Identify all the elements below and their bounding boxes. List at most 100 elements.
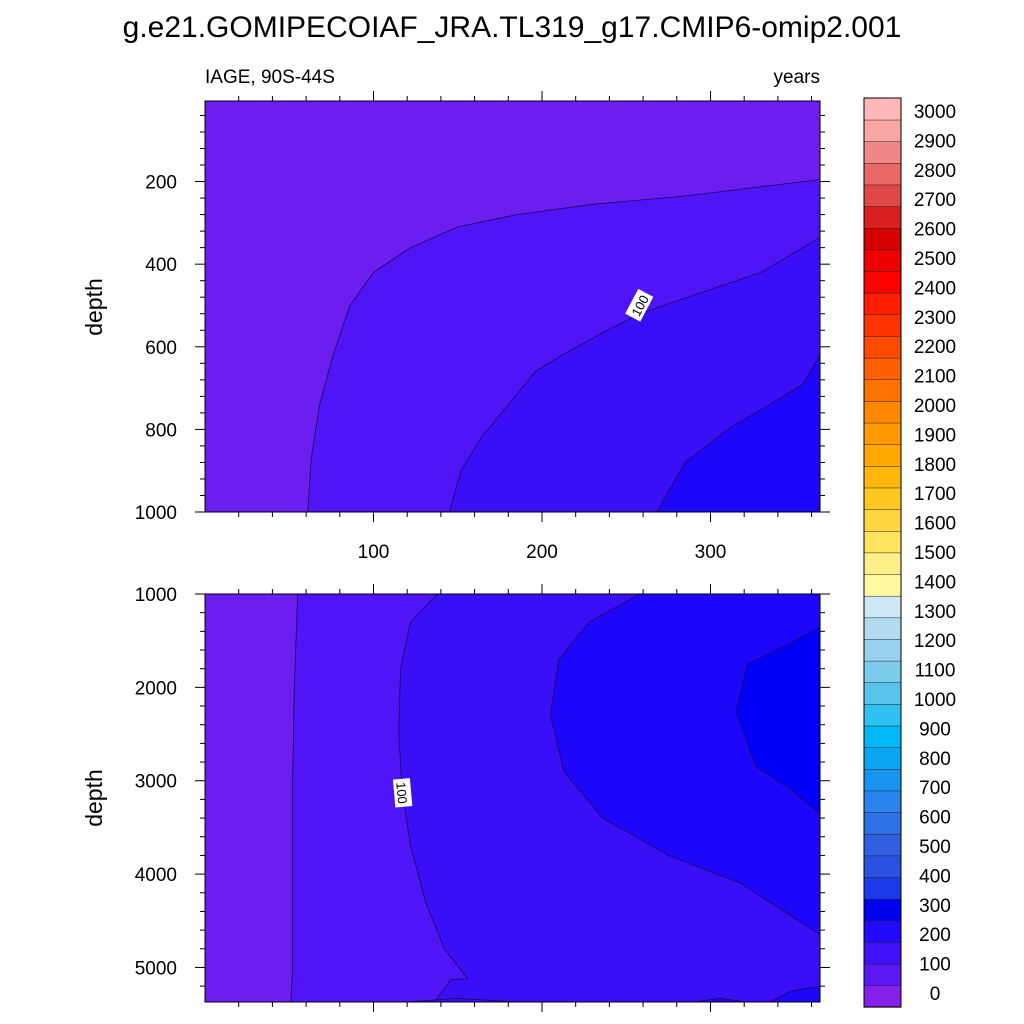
contour-fill-bump-3 [769, 986, 820, 1002]
colorbar-bin [863, 97, 902, 121]
colorbar-bin [863, 920, 902, 943]
contour-line-150 [549, 594, 820, 936]
colorbar-level-label: 0 [930, 984, 941, 1005]
y-tick-label: 2000 [135, 678, 177, 699]
plot-frame [204, 593, 821, 1003]
contour-fill-level-200 [735, 626, 820, 814]
contour-line-200 [735, 626, 820, 814]
colorbar-level-label: 1600 [914, 514, 956, 535]
colorbar-bin [863, 790, 902, 813]
colorbar-bin [863, 941, 902, 965]
colorbar-level-label: 2700 [914, 190, 956, 211]
colorbar-level-label: 600 [919, 808, 951, 829]
colorbar-level-label: 1200 [914, 631, 956, 652]
y-axis-label: depth [81, 769, 107, 827]
contour-label-bg [392, 778, 413, 808]
colorbar-level-label: 1000 [914, 690, 956, 711]
contour-line-170 [693, 997, 748, 1002]
colorbar-bin [863, 682, 902, 705]
colorbar-level-label: 1700 [914, 484, 956, 505]
colorbar-bin [863, 963, 902, 987]
colorbar-level-label: 700 [919, 778, 951, 799]
colorbar: 0 100 200 300 400 500 600 700 800 900 1000 1100 1200… [863, 97, 956, 1008]
colorbar-level-label: 300 [919, 896, 951, 917]
colorbar-level-label: 900 [919, 719, 951, 740]
colorbar-bin [863, 595, 902, 619]
y-tick-label: 400 [145, 255, 177, 276]
contour-area [205, 594, 820, 1002]
colorbar-bin [863, 379, 902, 402]
colorbar-bin [863, 898, 902, 922]
x-tick-label: 200 [526, 542, 558, 563]
contour-line-50 [307, 179, 820, 512]
units-label: years [774, 67, 820, 88]
colorbar-bin [863, 617, 902, 640]
y-tick-label: 800 [145, 420, 177, 441]
colorbar-bin [863, 335, 902, 359]
figure-title: g.e21.GOMIPECOIAF_JRA.TL319_g17.CMIP6-om… [123, 11, 902, 44]
colorbar-bin [863, 314, 902, 337]
contour-line-100 [448, 236, 820, 512]
colorbar-level-label: 1900 [914, 425, 956, 446]
colorbar-bin [863, 205, 902, 229]
y-tick-label: 200 [145, 173, 177, 194]
contour-fill-bump-2 [693, 998, 748, 1002]
y-tick-label: 1000 [135, 585, 177, 606]
colorbar-bin [863, 249, 902, 272]
colorbar-level-label: 500 [919, 837, 951, 858]
colorbar-level-label: 3000 [914, 102, 956, 123]
colorbar-level-label: 200 [919, 925, 951, 946]
contour-fill-level-150 [656, 355, 820, 512]
colorbar-bin [863, 422, 902, 445]
y-tick-label: 1000 [135, 503, 177, 524]
colorbar-bin [863, 141, 902, 164]
bottom-panel: 100 1000 2000 3000 4000 5000 depth [81, 584, 830, 1012]
colorbar-bin [863, 400, 902, 424]
colorbar-bin [863, 573, 902, 597]
colorbar-bin [863, 530, 902, 554]
colorbar-bin [863, 876, 902, 900]
contour-label: 100 [392, 778, 413, 808]
colorbar-level-label: 2900 [914, 131, 956, 152]
colorbar-bin [863, 638, 902, 662]
colorbar-bin [863, 487, 902, 510]
colorbar-level-label: 2100 [914, 367, 956, 388]
colorbar-level-label: 1100 [915, 661, 956, 682]
colorbar-level-label: 2200 [914, 337, 956, 358]
colorbar-bin [863, 227, 902, 251]
contour-line-175 [769, 985, 820, 1002]
y-axis-label: depth [81, 278, 107, 336]
colorbar-bin [863, 292, 902, 316]
plot-frame [204, 100, 821, 513]
colorbar-bin [863, 660, 902, 684]
colorbar-level-label: 2800 [914, 161, 956, 182]
colorbar-level-label: 1500 [914, 543, 956, 564]
colorbar-frame [863, 97, 902, 1008]
colorbar-bin [863, 444, 902, 467]
contour-line-50 [290, 594, 299, 1002]
colorbar-level-label: 100 [919, 955, 951, 976]
colorbar-level-label: 2500 [914, 249, 956, 270]
variable-region-label: IAGE, 90S-44S [205, 67, 335, 88]
x-tick-label: 100 [358, 542, 390, 563]
y-tick-label: 3000 [135, 772, 177, 793]
colorbar-level-label: 2400 [914, 278, 956, 299]
contour-line-100 [398, 594, 469, 1002]
contour-label-text: 100 [393, 781, 410, 804]
colorbar-bin [863, 747, 902, 770]
colorbar-level-label: 2600 [914, 220, 956, 241]
colorbar-bin [863, 855, 902, 878]
colorbar-bin [863, 833, 902, 857]
colorbar-level-label: 1800 [914, 455, 956, 476]
contour-label-bg [625, 288, 654, 322]
colorbar-bin [863, 465, 902, 489]
contour-line-150 [656, 354, 820, 512]
colorbar-level-label: 400 [919, 866, 951, 887]
y-tick-label: 4000 [135, 865, 177, 886]
colorbar-bin [863, 357, 902, 381]
colorbar-bin [863, 184, 902, 207]
y-tick-label: 600 [145, 338, 177, 359]
contour-area [205, 101, 820, 512]
